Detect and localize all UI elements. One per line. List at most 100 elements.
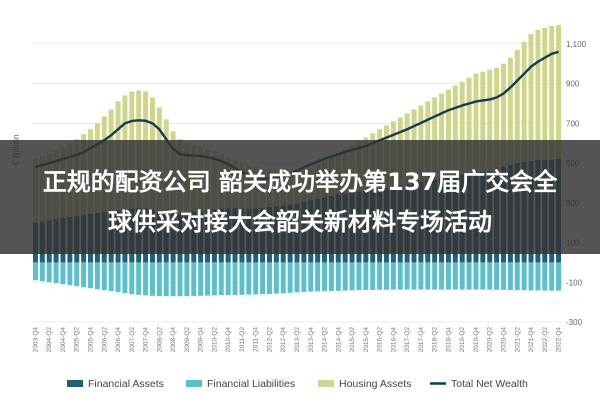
overlay-line-1: 正规的配资公司 韶关成功举办第137届广交会全 — [43, 168, 558, 196]
legend-item-total-net-wealth: Total Net Wealth — [430, 378, 528, 390]
bar-financial-liabilities — [232, 262, 238, 295]
bar-financial-liabilities — [335, 262, 341, 291]
x-tick-label: 2014-Q4 — [335, 327, 342, 353]
bar-financial-liabilities — [88, 262, 93, 289]
y-tick-label: 900 — [566, 80, 580, 89]
x-tick-label: 2008-Q2 — [156, 327, 163, 353]
x-tick-label: 2015-Q4 — [363, 327, 370, 353]
x-tick-label: 2008-Q4 — [170, 327, 177, 353]
x-tick-label: 2018-Q2 — [432, 327, 439, 353]
overlay-banner: 正规的配资公司 韶关成功举办第137届广交会全 球供采对接大会韶关新材料专场活动 — [0, 140, 600, 254]
bar-financial-liabilities — [198, 262, 204, 296]
bar-financial-liabilities — [308, 262, 314, 292]
bar-financial-liabilities — [246, 262, 252, 295]
x-tick-label: 2019-Q2 — [459, 327, 466, 353]
y-tick-label: -100 — [566, 278, 583, 287]
x-tick-label: 2022-Q4 — [556, 327, 563, 353]
bar-financial-liabilities — [260, 262, 266, 295]
bar-financial-liabilities — [218, 262, 224, 296]
x-tick-label: 2019-Q4 — [473, 327, 480, 353]
bar-financial-liabilities — [542, 262, 548, 291]
x-tick-label: 2010-Q2 — [211, 327, 218, 353]
x-tick-label: 2018-Q4 — [445, 327, 452, 353]
x-tick-label: 2017-Q4 — [418, 327, 425, 353]
legend-label-total-net-wealth: Total Net Wealth — [451, 378, 528, 390]
x-tick-label: 2003-Q4 — [32, 327, 39, 353]
bar-financial-liabilities — [480, 262, 486, 290]
bar-financial-liabilities — [115, 262, 121, 293]
x-tick-label: 2010-Q4 — [225, 327, 232, 353]
x-tick-label: 2011-Q4 — [253, 327, 260, 352]
legend-swatch-housing-assets — [318, 380, 334, 387]
bar-financial-liabilities — [487, 262, 493, 290]
bar-financial-liabilities — [136, 262, 142, 295]
bar-financial-liabilities — [466, 262, 472, 290]
bar-financial-liabilities — [322, 262, 328, 292]
bar-financial-liabilities — [445, 262, 451, 290]
bar-financial-liabilities — [528, 262, 534, 291]
bar-financial-liabilities — [108, 262, 114, 292]
bar-financial-liabilities — [356, 262, 362, 291]
x-tick-label: 2005-Q4 — [88, 327, 95, 353]
bar-financial-liabilities — [501, 262, 506, 290]
x-tick-label: 2016-Q4 — [390, 327, 397, 353]
bar-financial-liabilities — [315, 262, 321, 292]
legend-item-financial-assets: Financial Assets — [67, 378, 164, 390]
x-tick-label: 2006-Q4 — [115, 327, 122, 353]
y-tick-label: 1,100 — [566, 40, 587, 49]
bar-financial-liabilities — [549, 262, 555, 291]
bar-financial-liabilities — [370, 262, 376, 291]
bar-financial-liabilities — [74, 262, 80, 287]
x-tick-label: 2007-Q2 — [129, 327, 136, 353]
bar-financial-liabilities — [81, 262, 87, 288]
bar-financial-liabilities — [211, 262, 217, 296]
bar-financial-liabilities — [328, 262, 334, 292]
x-tick-label: 2014-Q2 — [322, 327, 329, 353]
bar-financial-liabilities — [60, 262, 66, 285]
bar-financial-liabilities — [46, 262, 52, 283]
x-tick-label: 2021-Q4 — [528, 327, 535, 353]
bar-financial-liabilities — [191, 262, 197, 297]
x-tick-label: 2015-Q2 — [349, 327, 356, 353]
bar-financial-liabilities — [459, 262, 465, 290]
overlay-line-2: 球供采对接大会韶关新材料专场活动 — [108, 208, 492, 236]
bar-financial-liabilities — [287, 262, 293, 293]
x-tick-label: 2007-Q4 — [143, 327, 150, 353]
x-tick-label: 2012-Q4 — [280, 327, 287, 353]
bar-financial-liabilities — [205, 262, 210, 296]
y-tick-label: -300 — [566, 318, 583, 327]
bar-financial-liabilities — [473, 262, 479, 290]
bar-financial-liabilities — [514, 262, 520, 291]
x-tick-label: 2004-Q4 — [60, 327, 67, 353]
bar-financial-liabilities — [397, 262, 403, 290]
bar-financial-liabilities — [122, 262, 128, 294]
legend-item-financial-liabilities: Financial Liabilities — [186, 378, 295, 390]
bar-financial-liabilities — [418, 262, 424, 290]
bar-financial-liabilities — [556, 262, 562, 291]
x-tick-label: 2005-Q2 — [74, 327, 81, 353]
legend-label-financial-assets: Financial Assets — [88, 378, 164, 390]
bar-financial-liabilities — [494, 262, 500, 290]
bar-financial-liabilities — [239, 262, 245, 295]
x-tick-label: 2016-Q2 — [377, 327, 384, 353]
x-tick-label: 2021-Q2 — [514, 327, 521, 353]
x-tick-label: 2022-Q2 — [542, 327, 549, 353]
bar-financial-liabilities — [170, 262, 176, 297]
y-tick-label: 700 — [566, 119, 580, 128]
x-tick-labels: 2003-Q4 2004-Q2 2004-Q4 2005-Q2 2005-Q4 2006-… — [32, 327, 562, 353]
bar-financial-liabilities — [156, 262, 162, 297]
bar-financial-liabilities — [253, 262, 259, 295]
bar-financial-liabilities — [377, 262, 383, 290]
bar-financial-liabilities — [53, 262, 59, 284]
legend-label-housing-assets: Housing Assets — [339, 378, 411, 390]
bar-financial-liabilities — [32, 262, 38, 281]
x-tick-label: 2006-Q2 — [101, 327, 108, 353]
legend-item-housing-assets: Housing Assets — [318, 378, 411, 390]
bar-financial-liabilities — [404, 262, 410, 290]
x-tick-label: 2017-Q2 — [404, 327, 411, 353]
bar-financial-liabilities — [266, 262, 272, 294]
x-tick-label: 2020-Q4 — [500, 327, 507, 353]
bar-financial-liabilities — [94, 262, 100, 290]
bar-financial-liabilities — [439, 262, 445, 290]
